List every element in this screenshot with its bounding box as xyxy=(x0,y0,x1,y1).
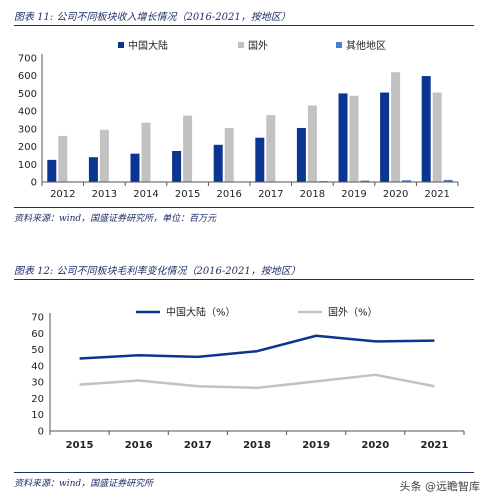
bar-2 xyxy=(183,115,193,182)
y-tick-label: 0 xyxy=(31,178,37,189)
y-tick-label: 500 xyxy=(18,89,37,100)
figure1-title: 图表 11: 公司不同板块收入增长情况（2016-2021，按地区） xyxy=(14,12,291,23)
line-chart-gross-margin: 中国大陆（%） 国外（%） 0 10 20 30 40 50 60 70 2015 2016 2017 2… xyxy=(31,306,465,451)
bar-2 xyxy=(266,115,276,182)
bar-1 xyxy=(380,92,390,182)
legend-swatch-3 xyxy=(336,42,342,48)
bar-2 xyxy=(99,129,109,182)
x-tick-label: 2015 xyxy=(66,440,94,451)
bar-2 xyxy=(141,122,151,182)
x-tick-label: 2020 xyxy=(361,440,389,451)
x-tick-label: 2020 xyxy=(383,189,408,200)
legend-label-2: 国外（%） xyxy=(328,307,378,319)
y-tick-label: 30 xyxy=(31,378,44,389)
bar-1 xyxy=(255,137,265,182)
watermark: 头条 @远瞻智库 xyxy=(399,480,481,493)
bar-1 xyxy=(338,93,348,182)
x-tick-label: 2017 xyxy=(258,189,283,200)
figure2-title-rule xyxy=(14,279,474,280)
bar-2 xyxy=(349,95,359,182)
figure2-source-rule xyxy=(14,472,474,473)
bar-2 xyxy=(224,127,234,182)
series-line-2 xyxy=(79,373,435,390)
figure1-source-rule xyxy=(14,207,474,208)
y-tick-label: 200 xyxy=(18,142,37,153)
bar-1 xyxy=(421,76,431,182)
figure2-title: 图表 12: 公司不同板块毛利率变化情况（2016-2021，按地区） xyxy=(14,266,301,277)
bar-1 xyxy=(130,153,140,182)
bar-2 xyxy=(432,92,442,182)
x-tick-label: 2021 xyxy=(424,189,449,200)
x-tick-label: 2015 xyxy=(175,189,200,200)
bar-2 xyxy=(58,135,68,182)
y-tick-label: 600 xyxy=(18,71,37,82)
bar-1 xyxy=(47,159,57,182)
x-tick-label: 2019 xyxy=(302,440,330,451)
y-tick-label: 700 xyxy=(18,54,37,65)
figure2-source: 资料来源：wind，国盛证券研究所 xyxy=(14,479,154,489)
x-tick-label: 2018 xyxy=(243,440,271,451)
x-tick-label: 2013 xyxy=(92,189,117,200)
y-tick-label: 400 xyxy=(18,107,37,118)
y-tick-label: 70 xyxy=(31,313,44,324)
legend-label-1: 中国大陆 xyxy=(128,39,168,52)
x-tick-label: 2014 xyxy=(133,189,158,200)
x-tick-label: 2019 xyxy=(341,189,366,200)
x-tick-label: 2017 xyxy=(184,440,212,451)
x-tick-label: 2021 xyxy=(421,440,449,451)
y-tick-label: 60 xyxy=(31,329,44,340)
legend-label-1: 中国大陆（%） xyxy=(166,306,236,319)
y-tick-label: 100 xyxy=(18,160,37,171)
x-tick-label: 2016 xyxy=(216,189,241,200)
bar-1 xyxy=(172,151,182,182)
y-tick-label: 40 xyxy=(31,361,44,372)
x-tick-label: 2016 xyxy=(125,440,153,451)
legend-label-3: 其他地区 xyxy=(346,39,386,52)
bar-1 xyxy=(296,127,306,182)
figure1-title-rule xyxy=(14,25,474,26)
figure1-source: 资料来源：wind，国盛证券研究所，单位：百万元 xyxy=(14,214,217,224)
y-tick-label: 20 xyxy=(31,394,44,405)
y-tick-label: 0 xyxy=(38,427,44,438)
bar-chart-revenue: 中国大陆 国外 其他地区 0 100 200 300 400 500 600 700 2012 2013… xyxy=(18,39,459,200)
legend-swatch-2 xyxy=(238,42,244,48)
bar-1 xyxy=(213,144,223,182)
series-line-1 xyxy=(79,334,435,360)
bar-2 xyxy=(307,105,317,182)
y-tick-label: 300 xyxy=(18,124,37,135)
legend-swatch-1 xyxy=(118,42,124,48)
bar-3 xyxy=(402,180,412,182)
bar-2 xyxy=(391,72,401,182)
bar-1 xyxy=(88,157,98,182)
x-tick-label: 2018 xyxy=(300,189,325,200)
x-tick-label: 2012 xyxy=(50,189,75,200)
bar-3 xyxy=(443,179,453,182)
y-tick-label: 50 xyxy=(31,345,44,356)
legend-label-2: 国外 xyxy=(248,40,268,52)
bar-3 xyxy=(360,180,370,182)
y-tick-label: 10 xyxy=(31,410,44,421)
